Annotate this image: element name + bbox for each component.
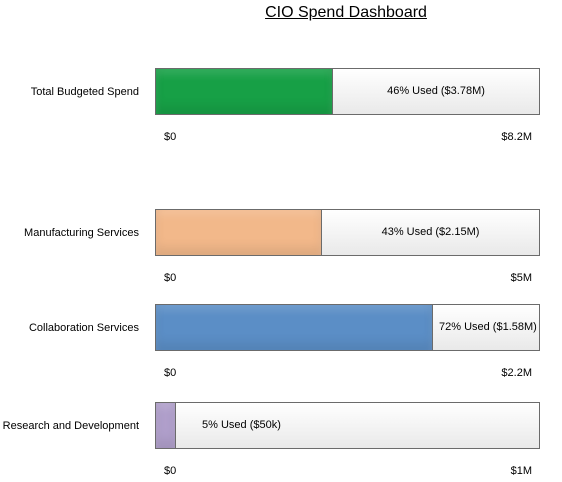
- axis-min-label: $0: [164, 131, 177, 143]
- bar-used-label: 43% Used ($2.15M): [381, 226, 480, 238]
- bar-row-total: Total Budgeted Spend 46% Used ($3.78M) $…: [0, 68, 562, 148]
- bar-fill: [156, 210, 322, 255]
- bar-track: 72% Used ($1.58M): [155, 304, 540, 351]
- axis-min-label: $0: [164, 465, 177, 477]
- bar-fill: [156, 305, 433, 350]
- bar-row-manufacturing: Manufacturing Services 43% Used ($2.15M)…: [0, 209, 562, 289]
- axis-max-label: $8.2M: [501, 131, 532, 143]
- axis-min-label: $0: [164, 367, 177, 379]
- bar-used-label: 46% Used ($3.78M): [387, 85, 485, 97]
- bar-row-collaboration: Collaboration Services 72% Used ($1.58M)…: [0, 304, 562, 384]
- bar-label: Collaboration Services: [28, 322, 139, 334]
- bar-track: 43% Used ($2.15M): [155, 209, 540, 256]
- chart-title: CIO Spend Dashboard: [265, 4, 427, 21]
- bar-label: Research and Development: [2, 420, 139, 432]
- bar-used-label: 5% Used ($50k): [202, 419, 281, 431]
- bar-track: 5% Used ($50k): [155, 402, 540, 449]
- bar-label: Manufacturing Services: [24, 227, 139, 239]
- axis-max-label: $1M: [510, 465, 532, 477]
- bar-row-research: Research and Development 5% Used ($50k) …: [0, 402, 562, 482]
- bar-label: Total Budgeted Spend: [30, 86, 139, 98]
- bar-fill: [156, 403, 176, 448]
- bar-track: 46% Used ($3.78M): [155, 68, 540, 115]
- axis-min-label: $0: [164, 272, 177, 284]
- axis-max-label: $2.2M: [501, 367, 532, 379]
- bar-fill: [156, 69, 333, 114]
- axis-max-label: $5M: [510, 272, 532, 284]
- bar-used-label: 72% Used ($1.58M): [439, 321, 537, 333]
